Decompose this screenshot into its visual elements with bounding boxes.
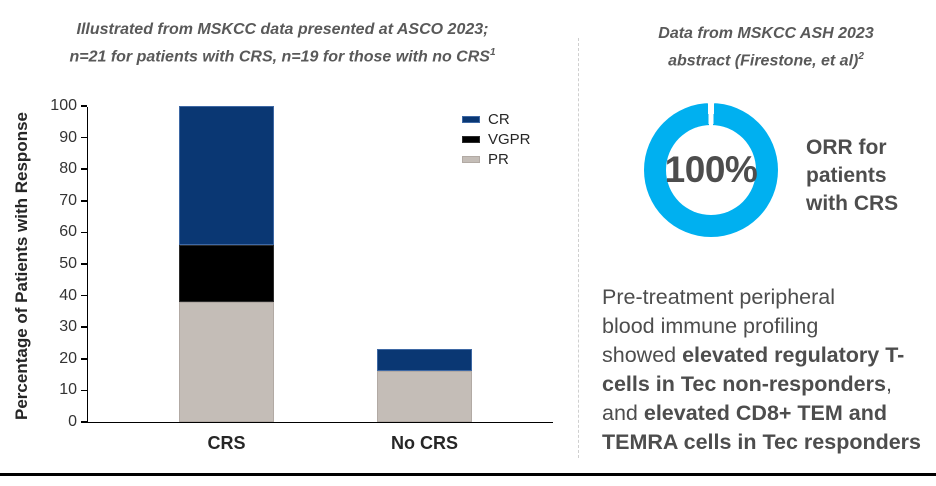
- y-axis-title: Percentage of Patients with Response: [12, 112, 31, 420]
- right-chart-title-line1: Data from MSKCC ASH 2023: [658, 25, 874, 42]
- legend: CR VGPR PR: [462, 109, 531, 169]
- paragraph-line: and elevated CD8+ TEM and: [602, 399, 936, 428]
- right-chart-title: Data from MSKCC ASH 2023 abstract (Fires…: [602, 22, 930, 72]
- bottom-rule: [0, 473, 936, 476]
- y-axis-tick-label: 70: [59, 191, 77, 209]
- paragraph-line: TEMRA cells in Tec responders: [602, 428, 936, 457]
- legend-label: VGPR: [488, 130, 531, 148]
- y-axis-tick-label: 90: [59, 128, 77, 146]
- paragraph-text: Pre-treatment peripheral: [602, 285, 836, 309]
- bar-crs: [179, 106, 274, 422]
- donut-caption: ORR for patients with CRS: [806, 136, 899, 215]
- footnote-marker-1: 1: [489, 47, 496, 58]
- paragraph-line: Pre-treatment peripheral: [602, 283, 936, 312]
- bar-segment-cr: [377, 349, 472, 372]
- y-axis-tick-label: 50: [59, 255, 77, 272]
- legend-item-cr: CR: [462, 109, 531, 129]
- y-axis-tick-label: 100: [50, 97, 77, 114]
- legend-swatch-pr: [462, 155, 480, 163]
- y-axis-tick-label: 80: [59, 160, 77, 178]
- paragraph-text-bold: elevated CD8+ TEM and: [643, 401, 888, 425]
- left-chart-title: Illustrated from MSKCC data presented at…: [10, 18, 555, 68]
- paragraph-line: cells in Tec non-responders,: [602, 370, 936, 399]
- panel-divider: [578, 38, 579, 458]
- paragraph-text: blood immune profiling: [602, 314, 819, 338]
- y-axis-tick-label: 0: [68, 413, 77, 430]
- bar-no-crs: [377, 349, 472, 422]
- legend-item-pr: PR: [462, 149, 531, 169]
- category-label: CRS: [207, 433, 246, 453]
- legend-swatch-cr: [462, 115, 480, 123]
- bar-segment-cr: [179, 106, 274, 246]
- left-chart-title-line2: n=21 for patients with CRS, n=19 for tho…: [69, 47, 496, 66]
- bar-segment-pr: [179, 301, 274, 422]
- y-axis-tick-label: 40: [59, 286, 77, 304]
- findings-paragraph: Pre-treatment peripheral blood immune pro…: [602, 283, 936, 457]
- bar-segment-pr: [377, 371, 472, 422]
- paragraph-text: and: [602, 401, 644, 425]
- y-axis-tick: [80, 358, 87, 360]
- left-chart-title-line1: Illustrated from MSKCC data presented at…: [76, 21, 489, 38]
- donut-hole: [666, 125, 756, 215]
- legend-label: PR: [488, 150, 509, 168]
- paragraph-text-bold: elevated regulatory T-: [682, 343, 905, 367]
- donut-ring: 100%: [644, 103, 778, 237]
- legend-item-vgpr: VGPR: [462, 129, 531, 149]
- y-axis-tick: [80, 326, 87, 328]
- bar-segment-vgpr: [179, 245, 274, 302]
- y-axis-tick: [80, 389, 87, 392]
- paragraph-text: showed: [602, 343, 683, 367]
- y-axis-tick: [80, 136, 87, 139]
- stacked-bar-chart: Percentage of Patients with Response 0 10…: [12, 98, 553, 453]
- y-axis-tick: [80, 168, 87, 170]
- legend-label: CR: [488, 110, 510, 128]
- y-axis-tick: [80, 200, 87, 202]
- category-label: No CRS: [391, 433, 458, 453]
- y-axis-tick: [80, 263, 87, 265]
- donut-center-label: 100%: [664, 149, 758, 190]
- y-axis-tick: [80, 294, 87, 297]
- y-axis-tick-label: 30: [59, 318, 77, 336]
- bar-plot: 0 10 20 30 40 50 60 70 80 90 100 CRS No CRS: [50, 98, 553, 453]
- y-axis-tick: [80, 421, 87, 423]
- paragraph-line: blood immune profiling: [602, 312, 936, 341]
- y-axis-tick: [80, 105, 87, 107]
- paragraph-line: showed elevated regulatory T-: [602, 341, 936, 370]
- paragraph-text: ,: [885, 372, 892, 396]
- paragraph-text-bold: cells in Tec non-responders: [602, 372, 886, 396]
- paragraph-text-bold: TEMRA cells in Tec responders: [602, 430, 922, 454]
- y-axis-tick-label: 10: [59, 381, 77, 399]
- y-axis-tick: [80, 231, 87, 234]
- legend-swatch-vgpr: [462, 135, 480, 143]
- footnote-marker-2: 2: [858, 51, 864, 62]
- right-chart-title-line2: abstract (Firestone, et al)2: [668, 51, 864, 70]
- y-axis-tick-label: 60: [59, 223, 77, 241]
- y-axis-tick-label: 20: [59, 349, 77, 367]
